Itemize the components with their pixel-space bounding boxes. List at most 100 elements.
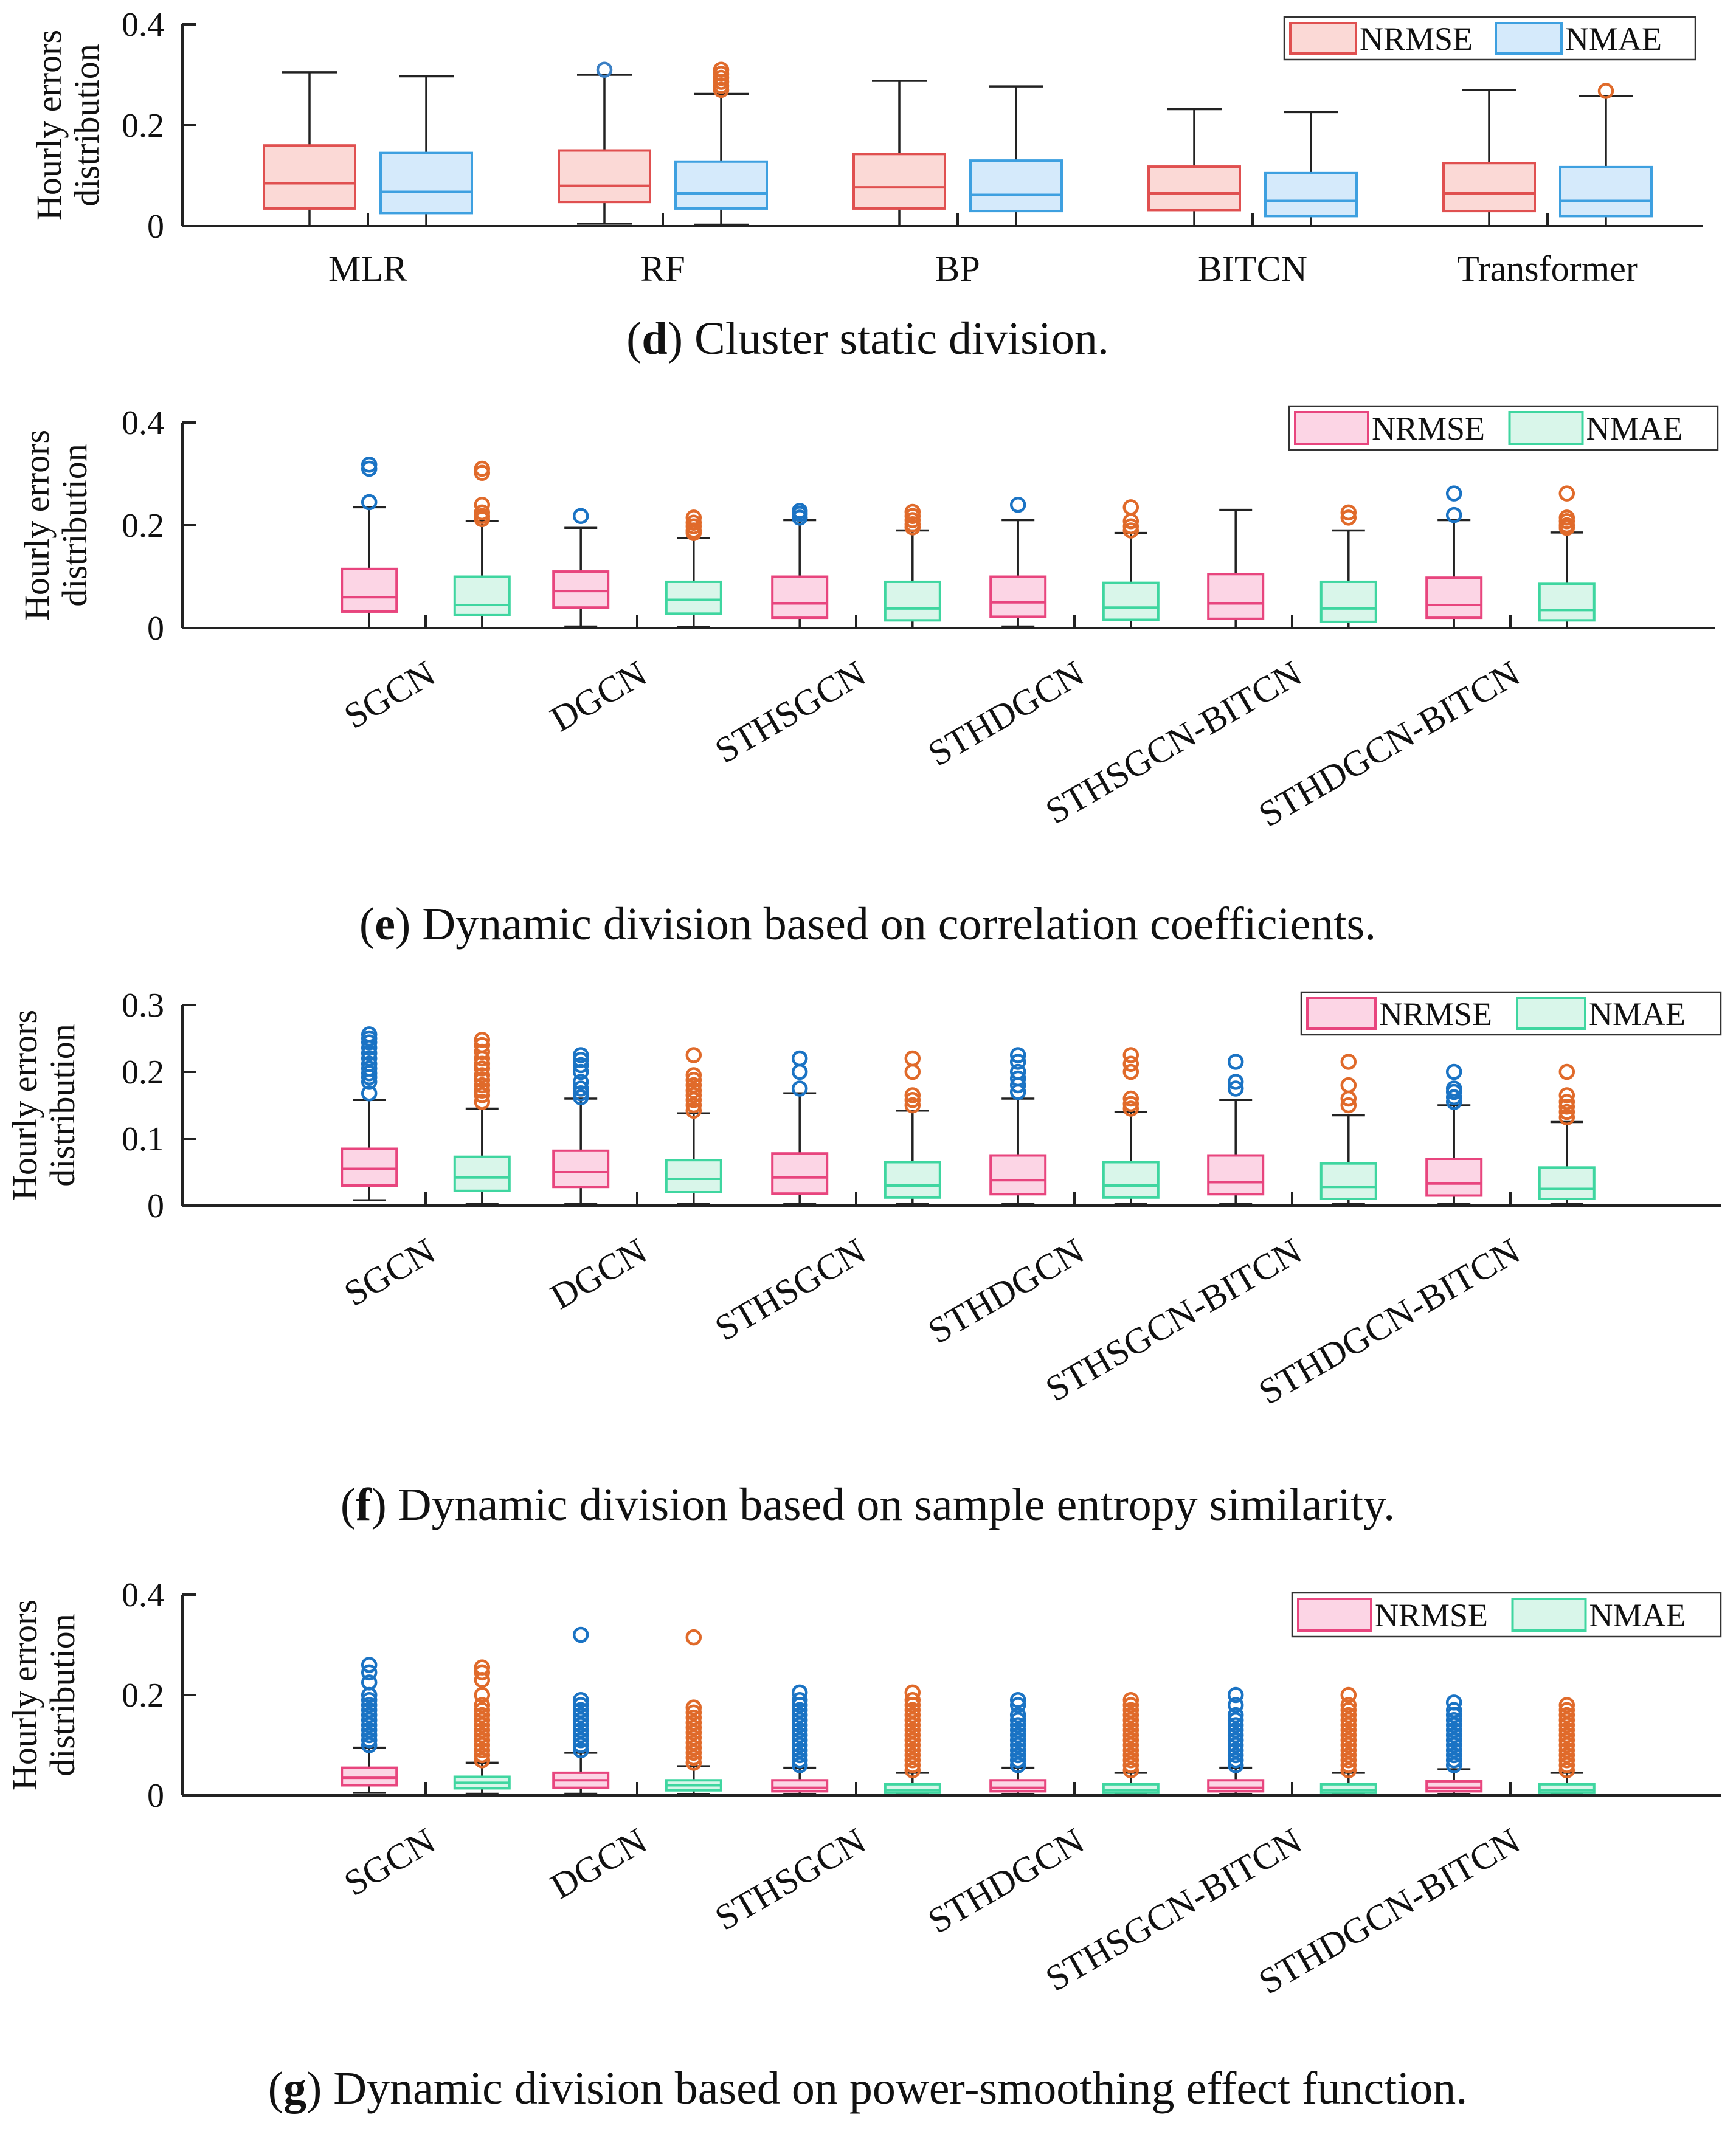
outlier-point xyxy=(1445,1712,1462,1728)
outlier-point xyxy=(1558,1727,1575,1744)
outlier-point xyxy=(1340,1697,1357,1713)
outlier-point xyxy=(572,1722,589,1738)
outlier-point xyxy=(791,1063,808,1080)
box-nrmse-sthsgcn xyxy=(771,503,829,629)
outlier-point xyxy=(1340,1762,1357,1778)
y-axis-label-line: Hourly errors xyxy=(17,430,57,621)
outlier-point xyxy=(1445,1089,1462,1106)
outlier-point xyxy=(572,1737,589,1753)
y-tick-label: 0 xyxy=(147,1187,164,1225)
outlier-point xyxy=(572,1692,589,1708)
legend-label-nrmse: NRMSE xyxy=(1372,410,1485,447)
box-nrmse-dgcn xyxy=(552,1047,610,1205)
category-label: STHDGCN xyxy=(921,653,1090,774)
panel-caption: (f) Dynamic division based on sample ent… xyxy=(341,1479,1395,1530)
box-body xyxy=(1442,162,1536,213)
outlier-point xyxy=(361,1692,378,1708)
outlier-point xyxy=(1009,1727,1026,1744)
outlier-point xyxy=(572,1712,589,1728)
outlier-point xyxy=(791,1717,808,1733)
caption-paren: ( xyxy=(268,2063,283,2114)
outlier-point xyxy=(685,1047,702,1063)
outlier-point xyxy=(572,1697,589,1713)
outlier-point xyxy=(1558,1697,1575,1713)
box-body xyxy=(852,153,946,210)
y-tick-label: 0 xyxy=(147,208,164,246)
outlier-point xyxy=(596,61,613,78)
outlier-point xyxy=(1445,506,1462,523)
outlier-point xyxy=(791,1722,808,1738)
box-body xyxy=(989,575,1047,618)
y-axis-label: Hourly errorsdistribution xyxy=(5,1600,82,1790)
outlier-point xyxy=(1445,1702,1462,1718)
outlier-point xyxy=(1122,1100,1139,1117)
outlier-point xyxy=(572,1080,589,1097)
outlier-point xyxy=(1445,1732,1462,1749)
outlier-point xyxy=(1122,1702,1139,1718)
outlier-point xyxy=(572,1047,589,1063)
box-body xyxy=(771,1152,829,1195)
outlier-point xyxy=(904,503,921,520)
outlier-point xyxy=(1340,1757,1357,1773)
category-label: DGCN xyxy=(544,653,653,739)
outlier-point xyxy=(361,457,378,473)
outlier-point xyxy=(1558,1094,1575,1110)
box-body xyxy=(665,580,722,615)
box-body xyxy=(263,144,356,210)
outlier-point xyxy=(1340,1097,1357,1114)
outlier-point xyxy=(361,1727,378,1744)
box-body xyxy=(674,160,768,210)
outlier-point xyxy=(1227,1727,1244,1744)
box-nrmse-sthdgcn xyxy=(989,1047,1047,1205)
y-tick-label: 0.4 xyxy=(122,1576,164,1614)
outlier-point xyxy=(904,1762,921,1778)
outlier-point xyxy=(904,1737,921,1753)
outlier-point xyxy=(1227,1737,1244,1753)
outlier-point xyxy=(791,1050,808,1067)
box-nmae-bitcn xyxy=(1264,111,1358,227)
outlier-point xyxy=(1340,1732,1357,1749)
box-body xyxy=(1207,1154,1265,1196)
box-nmae-sthdgcn-bitcn xyxy=(1538,1697,1596,1796)
outlier-point xyxy=(904,1742,921,1758)
outlier-point xyxy=(474,1707,491,1724)
box-nrmse-sgcn xyxy=(341,457,398,629)
outlier-point xyxy=(1009,1697,1026,1713)
outlier-point xyxy=(572,1074,589,1090)
outlier-point xyxy=(1445,1722,1462,1738)
outlier-point xyxy=(904,1732,921,1749)
outlier-point xyxy=(1340,1717,1357,1733)
outlier-point xyxy=(1340,1077,1357,1094)
box-body xyxy=(552,1149,610,1189)
legend: NRMSE NMAE xyxy=(1283,16,1696,61)
outlier-point xyxy=(1122,518,1139,534)
outlier-point xyxy=(1122,1712,1139,1728)
outlier-point xyxy=(1558,1757,1575,1773)
box-nrmse-sthdgcn-bitcn xyxy=(1425,1694,1483,1796)
outlier-point xyxy=(361,1060,378,1077)
outlier-point xyxy=(1009,1752,1026,1769)
box-nmae-sthsgcn-bitcn xyxy=(1319,1686,1377,1796)
box-nmae-sthdgcn xyxy=(1102,499,1160,629)
category-label: DGCN xyxy=(544,1820,653,1907)
outlier-point xyxy=(685,1749,702,1766)
outlier-point xyxy=(791,503,808,519)
outlier-point xyxy=(1340,1727,1357,1744)
outlier-point xyxy=(1122,1722,1139,1738)
outlier-point xyxy=(1558,1737,1575,1753)
outlier-point xyxy=(904,1063,921,1080)
outlier-point xyxy=(474,1686,491,1704)
box-nmae-sthdgcn xyxy=(1102,1047,1160,1206)
category-label: SGCN xyxy=(337,1231,442,1314)
y-tick-label: 0.3 xyxy=(122,987,164,1024)
category-label: SGCN xyxy=(337,653,442,736)
outlier-point xyxy=(572,1702,589,1718)
outlier-point xyxy=(791,1737,808,1753)
box-body xyxy=(1102,1161,1160,1199)
outlier-point xyxy=(361,494,378,511)
box-nrmse-sgcn xyxy=(341,1026,398,1201)
outlier-point xyxy=(474,460,491,477)
outlier-point xyxy=(1122,1752,1139,1769)
outlier-point xyxy=(1445,1757,1462,1773)
